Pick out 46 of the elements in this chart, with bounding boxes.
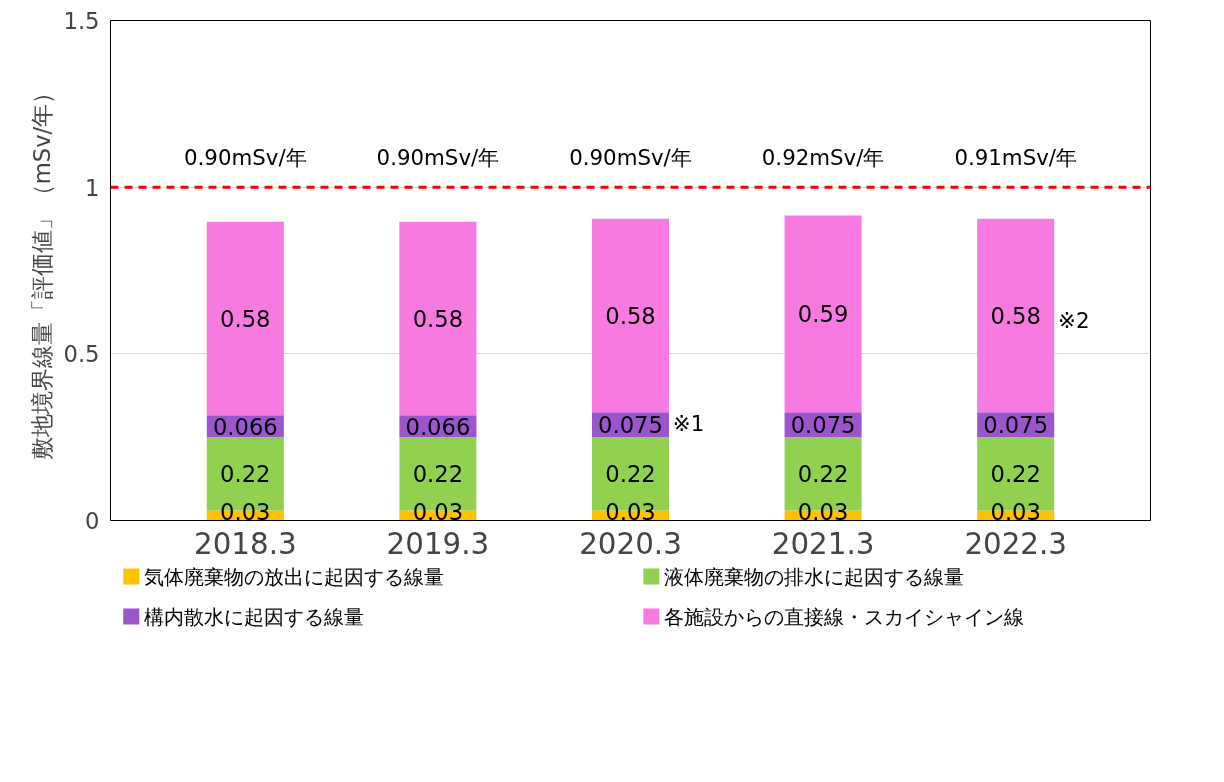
data-label: 0.22 [797,461,849,488]
y-tick-label: 1.5 [63,8,100,34]
data-label: 0.075 [983,412,1049,439]
bar [977,218,1055,413]
x-tick-label: 2020.3 [579,526,682,561]
bar [784,215,862,413]
bar [399,221,477,416]
total-label: 0.90mSv/年 [376,144,500,170]
x-tick-label: 2021.3 [771,526,875,561]
annotation: ※2 [1058,308,1090,333]
data-label: 0.22 [990,461,1041,488]
data-label: 0.03 [990,498,1041,525]
total-label: 0.92mSv/年 [761,144,885,170]
y-tick-label: 0 [85,508,100,534]
legend-label: 液体廃棄物の排水に起因する線量 [664,564,965,589]
legend-label: 各施設からの直接線・スカイシャイン線 [664,604,1025,629]
total-label: 0.90mSv/年 [569,144,692,170]
y-tick-label: 0.5 [63,341,100,368]
legend-label: 気体廃棄物の放出に起因する線量 [144,564,445,589]
total-label: 0.91mSv/年 [954,144,1077,170]
bar [206,221,284,416]
data-label: 0.59 [797,301,849,328]
data-label: 0.03 [220,498,271,525]
total-label: 0.90mSv/年 [184,144,307,170]
y-axis-title: 敷地境界線量「評価値」（mSv/年） [29,80,56,461]
x-tick-label: 2019.3 [386,526,490,561]
data-label: 0.03 [605,498,656,525]
data-label: 0.03 [412,498,464,525]
data-label: 0.58 [412,306,464,332]
x-tick-label: 2022.3 [964,526,1067,561]
data-label: 0.22 [412,461,464,488]
data-label: 0.066 [405,413,471,440]
data-label: 0.58 [605,303,656,329]
data-label: 0.066 [212,413,278,440]
data-label: 0.22 [220,461,271,488]
data-label: 0.03 [797,498,849,525]
data-label: 0.58 [990,303,1041,329]
data-label: 0.22 [605,461,656,488]
data-label: 0.075 [598,412,663,439]
x-tick-label: 2018.3 [194,526,297,561]
annotation: ※1 [672,411,705,437]
legend-label: 構内散水に起因する線量 [144,604,365,629]
data-label: 0.075 [790,412,856,439]
data-label: 0.58 [220,306,271,332]
y-tick-label: 1 [85,174,100,201]
bar [591,218,670,413]
